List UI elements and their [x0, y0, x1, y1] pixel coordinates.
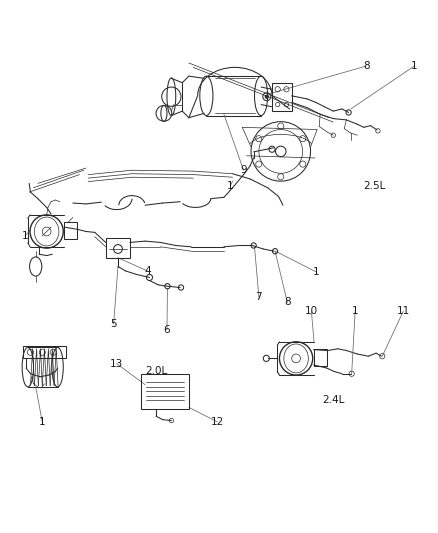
- Text: 8: 8: [362, 61, 368, 71]
- Bar: [272, 83, 291, 111]
- Text: 10: 10: [304, 306, 317, 316]
- Text: 13: 13: [110, 359, 123, 369]
- Text: 5: 5: [110, 319, 117, 329]
- Text: 11: 11: [396, 306, 409, 316]
- Text: 12: 12: [210, 417, 223, 427]
- Text: 1: 1: [312, 266, 318, 277]
- Text: 4: 4: [144, 266, 150, 276]
- Text: 7: 7: [255, 292, 261, 302]
- Text: 2.0L: 2.0L: [145, 366, 167, 376]
- Text: 8: 8: [283, 297, 290, 308]
- Circle shape: [265, 95, 268, 99]
- Bar: [106, 238, 130, 258]
- Bar: [64, 222, 77, 239]
- Text: 2.5L: 2.5L: [363, 181, 385, 190]
- Bar: [141, 374, 188, 409]
- Text: 2.4L: 2.4L: [321, 394, 344, 405]
- Text: 9: 9: [240, 165, 246, 175]
- Text: 1: 1: [39, 417, 46, 427]
- Bar: [313, 349, 326, 366]
- Text: 1: 1: [21, 231, 28, 241]
- Text: 1: 1: [226, 181, 233, 190]
- Text: 6: 6: [163, 325, 170, 335]
- Bar: [22, 346, 66, 358]
- Text: 1: 1: [410, 61, 417, 71]
- Text: 1: 1: [351, 306, 358, 316]
